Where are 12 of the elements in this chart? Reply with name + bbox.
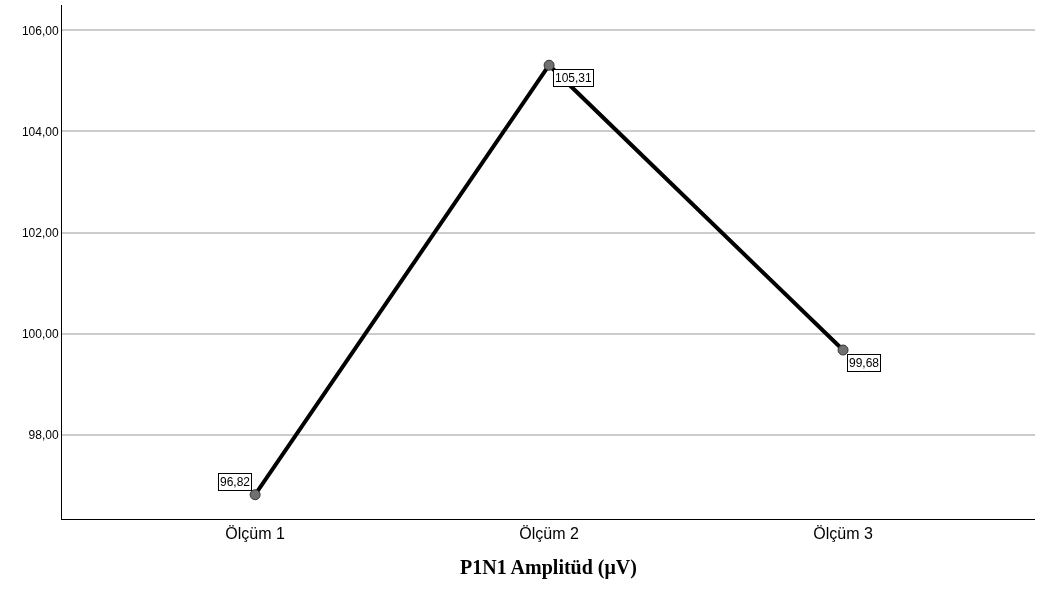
- data-label: 99,68: [849, 356, 880, 370]
- data-label: 105,31: [555, 71, 593, 85]
- x-tick-label: Ölçüm 3: [813, 525, 873, 543]
- data-label: 96,82: [220, 475, 251, 489]
- x-axis-title: P1N1 Amplitüd (μV): [460, 555, 637, 579]
- y-tick-label: 104,00: [21, 124, 59, 139]
- x-tick-label: Ölçüm 2: [519, 525, 579, 543]
- y-tick-label: 106,00: [21, 23, 59, 38]
- y-tick-label: 98,00: [28, 428, 59, 443]
- y-tick-label: 100,00: [21, 327, 59, 342]
- x-tick-label: Ölçüm 1: [225, 525, 286, 543]
- y-tick-label: 102,00: [21, 225, 59, 240]
